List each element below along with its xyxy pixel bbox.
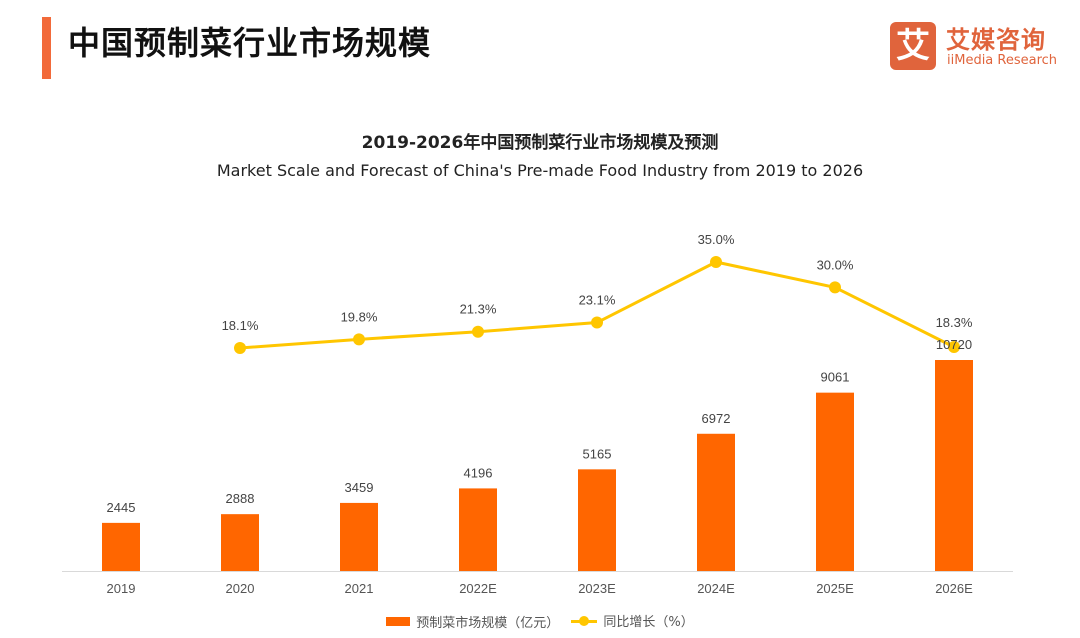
bar-2020[interactable] [221, 514, 259, 571]
chart-legend: 预制菜市场规模（亿元） 同比增长（%） [0, 611, 1080, 631]
bar-2025E[interactable] [816, 392, 854, 571]
bar-value-label: 10720 [936, 337, 972, 352]
growth-point-2022E[interactable] [472, 325, 484, 338]
growth-point-2023E[interactable] [591, 316, 603, 329]
growth-value-label: 30.0% [817, 257, 854, 272]
growth-point-2025E[interactable] [829, 281, 841, 294]
bar-value-label: 2445 [107, 500, 136, 515]
legend-label-market-scale: 预制菜市场规模（亿元） [416, 615, 560, 631]
growth-value-label: 21.3% [460, 302, 497, 317]
title-accent-bar [42, 17, 51, 79]
bar-2022E[interactable] [459, 488, 497, 571]
legend-item-market-scale[interactable]: 预制菜市场规模（亿元） [386, 612, 559, 631]
logo-mark-icon: 艾 [890, 22, 936, 70]
bar-value-label: 2888 [226, 491, 255, 506]
x-tick-label: 2024E [697, 581, 735, 596]
bar-value-label: 3459 [345, 480, 374, 495]
growth-value-label: 19.8% [341, 309, 378, 324]
logo-name-en: iiMedia Research [947, 53, 1058, 68]
legend-label-growth: 同比增长（%） [603, 615, 694, 630]
x-tick-label: 2026E [935, 581, 973, 596]
bar-2019[interactable] [102, 522, 140, 571]
bar-value-label: 4196 [464, 465, 493, 480]
bar-value-label: 6972 [702, 411, 731, 426]
bar-value-label: 9061 [821, 370, 850, 385]
chart-title: 2019-2026年中国预制菜行业市场规模及预测 [361, 133, 719, 153]
page-title: 中国预制菜行业市场规模 [68, 24, 432, 62]
growth-value-label: 18.3% [936, 315, 973, 330]
brand-logo: 艾 艾媒咨询 iiMedia Research [890, 20, 1060, 72]
x-tick-label: 2021 [345, 581, 374, 596]
bar-2024E[interactable] [697, 433, 735, 571]
bar-2026E[interactable] [935, 360, 973, 571]
growth-point-2021[interactable] [353, 333, 365, 346]
x-tick-label: 2023E [578, 581, 616, 596]
x-tick-label: 2020 [226, 581, 255, 596]
legend-bar-swatch-icon [386, 616, 411, 626]
growth-point-2020[interactable] [234, 342, 246, 354]
bar-2023E[interactable] [578, 469, 616, 571]
legend-item-growth[interactable]: 同比增长（%） [571, 611, 694, 630]
growth-value-label: 23.1% [579, 293, 616, 308]
growth-point-2024E[interactable] [710, 255, 722, 268]
growth-point-2026E[interactable] [948, 340, 960, 353]
logo-name-cn: 艾媒咨询 [946, 26, 1046, 54]
x-tick-label: 2025E [816, 581, 854, 596]
growth-value-label: 35.0% [698, 232, 735, 247]
bar-2021[interactable] [340, 502, 378, 571]
growth-value-label: 18.1% [222, 318, 259, 333]
x-tick-label: 2019 [107, 581, 136, 596]
x-tick-label: 2022E [459, 581, 497, 596]
chart-subtitle: Market Scale and Forecast of China's Pre… [216, 161, 864, 180]
legend-line-swatch-icon [571, 615, 598, 626]
bar-value-label: 5165 [583, 446, 612, 461]
